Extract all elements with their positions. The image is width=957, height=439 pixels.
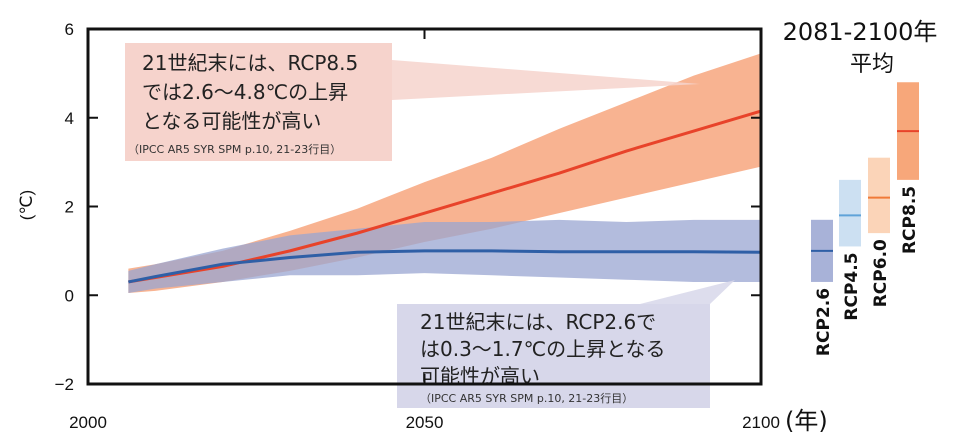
rcp85-note-line-2: では2.6〜4.8℃の上昇 [142,80,348,104]
period-bar-rcp45 [839,180,861,247]
period-title: 2081-2100年 [783,18,938,46]
y-tick-label: 0 [65,286,74,305]
period-bars: RCP2.6 RCP4.5 RCP6.0 RCP8.5 [811,82,920,356]
period-label-rcp45: RCP4.5 [842,252,862,320]
x-axis-label: (年) [785,407,828,435]
y-axis-label: (℃) [17,190,36,220]
rcp85-note-line-3: となる可能性が高い [142,109,321,133]
y-tick-label: 4 [65,109,74,128]
period-bar-rcp60 [868,158,890,233]
band-rcp26 [128,220,761,293]
rcp85-note-ref: （IPCC AR5 SYR SPM p.10, 21-23行目） [128,143,341,156]
rcp85-note-line-1: 21世紀末には、RCP8.5 [142,51,358,75]
rcp26-note-line-2: は0.3〜1.7℃の上昇となる [420,337,665,361]
x-tick-label: 2000 [69,413,107,432]
y-tick-label: −2 [55,375,74,394]
rcp26-note-line-1: 21世紀末には、RCP2.6で [420,310,656,334]
x-tick-label: 2050 [406,413,444,432]
period-label-rcp26: RCP2.6 [814,288,834,356]
rcp26-note-ref: （IPCC AR5 SYR SPM p.10, 21-23行目） [420,392,633,405]
y-tick-label: 2 [65,198,74,217]
y-tick-label: 6 [65,20,74,39]
x-tick-label: 2100 [742,413,780,432]
rcp26-pointer [640,280,735,304]
period-label-rcp85: RCP8.5 [900,186,920,254]
period-label-rcp60: RCP6.0 [871,239,891,307]
period-subtitle: 平均 [850,52,894,77]
